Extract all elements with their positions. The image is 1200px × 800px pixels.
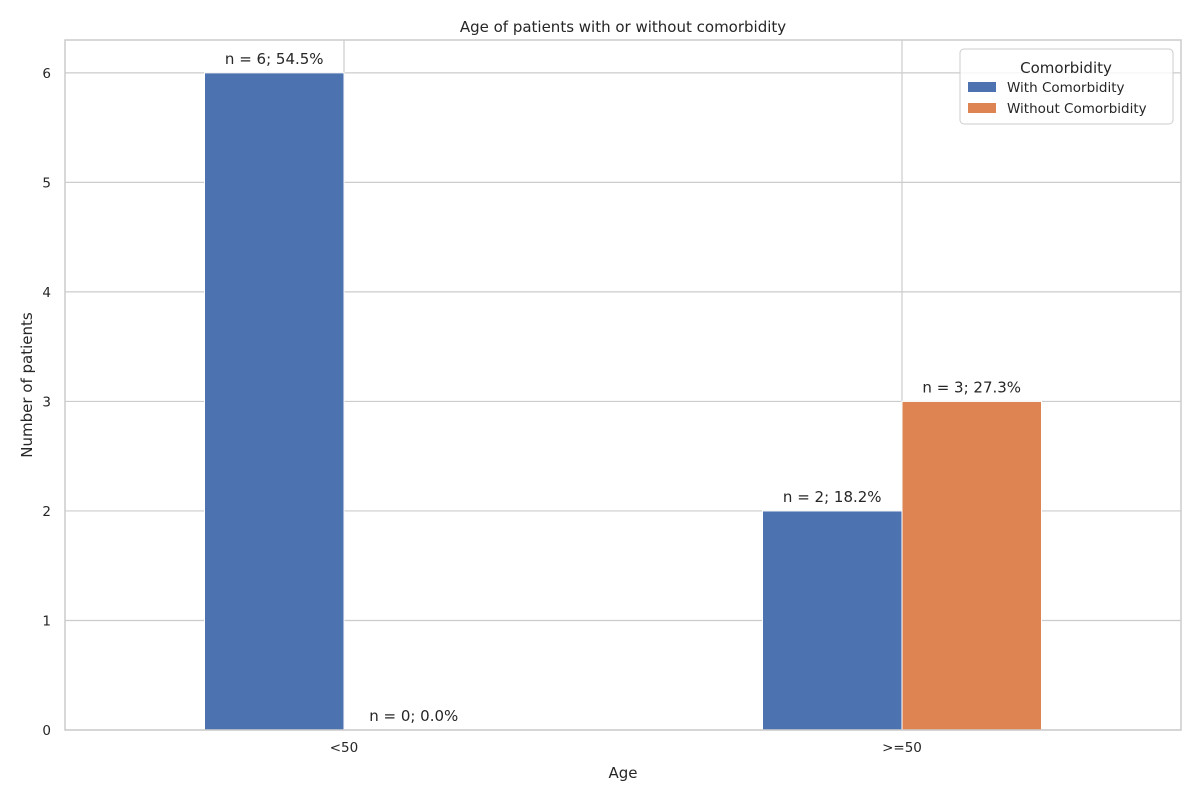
bar-data-label: n = 0; 0.0% xyxy=(369,707,458,725)
plot-frame xyxy=(64,39,1182,731)
legend-entry-without-comorbidity: Without Comorbidity xyxy=(1007,101,1147,117)
bars-layer xyxy=(204,72,1042,731)
x-tick-label: <50 xyxy=(330,740,359,756)
legend-title: Comorbidity xyxy=(1020,59,1112,77)
bar xyxy=(901,400,1042,731)
x-tick-labels: <50 >=50 xyxy=(330,740,922,756)
y-tick-label: 5 xyxy=(42,175,51,191)
y-tick-label: 3 xyxy=(42,394,51,410)
y-tick-label: 6 xyxy=(42,66,51,82)
bar xyxy=(762,510,903,731)
chart-title: Age of patients with or without comorbid… xyxy=(460,18,786,36)
legend-swatch-with-comorbidity xyxy=(968,82,996,92)
y-axis-label: Number of patients xyxy=(18,312,36,458)
legend-swatch-without-comorbidity xyxy=(968,103,996,113)
x-tick-label: >=50 xyxy=(882,740,922,756)
y-tick-labels: 0 1 2 3 4 5 6 xyxy=(42,66,51,739)
y-tick-label: 0 xyxy=(42,723,51,739)
data-labels-layer: n = 6; 54.5% n = 2; 18.2% n = 0; 0.0% n = 3… xyxy=(225,50,1021,725)
legend-box xyxy=(959,48,1174,125)
y-tick-label: 4 xyxy=(42,285,51,301)
y-tick-label: 2 xyxy=(42,504,51,520)
legend-entry-with-comorbidity: With Comorbidity xyxy=(1007,80,1125,96)
bar-data-label: n = 2; 18.2% xyxy=(783,488,882,506)
bar-data-label: n = 6; 54.5% xyxy=(225,50,324,68)
y-tick-label: 1 xyxy=(42,613,51,629)
x-axis-label: Age xyxy=(608,764,637,782)
bar xyxy=(204,72,345,731)
legend: Comorbidity With Comorbidity Without Com… xyxy=(959,48,1174,125)
bar-data-label: n = 3; 27.3% xyxy=(922,378,1021,396)
